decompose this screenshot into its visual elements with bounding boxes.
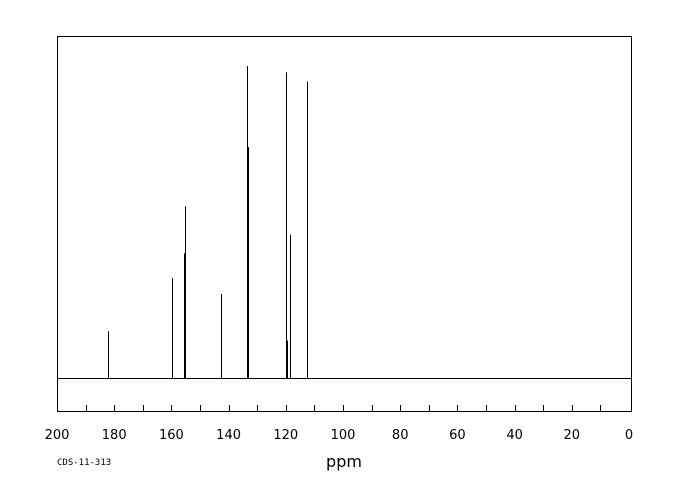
x-tick-label: 20 — [564, 428, 581, 443]
plot-frame — [57, 36, 632, 412]
x-tick-label: 80 — [392, 428, 409, 443]
peaks — [108, 66, 308, 378]
compound-code: CDS-11-313 — [57, 458, 111, 468]
x-tick-label: 180 — [102, 428, 127, 443]
tick-labels: 200 180 160 140 120 100 80 60 40 20 0 — [45, 428, 634, 443]
x-tick-label: 200 — [45, 428, 70, 443]
minor-ticks — [86, 405, 601, 411]
x-tick-label: 160 — [159, 428, 184, 443]
x-tick-label: 140 — [216, 428, 241, 443]
x-tick-label: 100 — [331, 428, 356, 443]
x-tick-label: 0 — [625, 428, 633, 443]
x-tick-label: 60 — [449, 428, 466, 443]
x-tick-label: 40 — [506, 428, 523, 443]
x-axis-title: ppm — [326, 452, 362, 471]
x-tick-label: 120 — [273, 428, 298, 443]
